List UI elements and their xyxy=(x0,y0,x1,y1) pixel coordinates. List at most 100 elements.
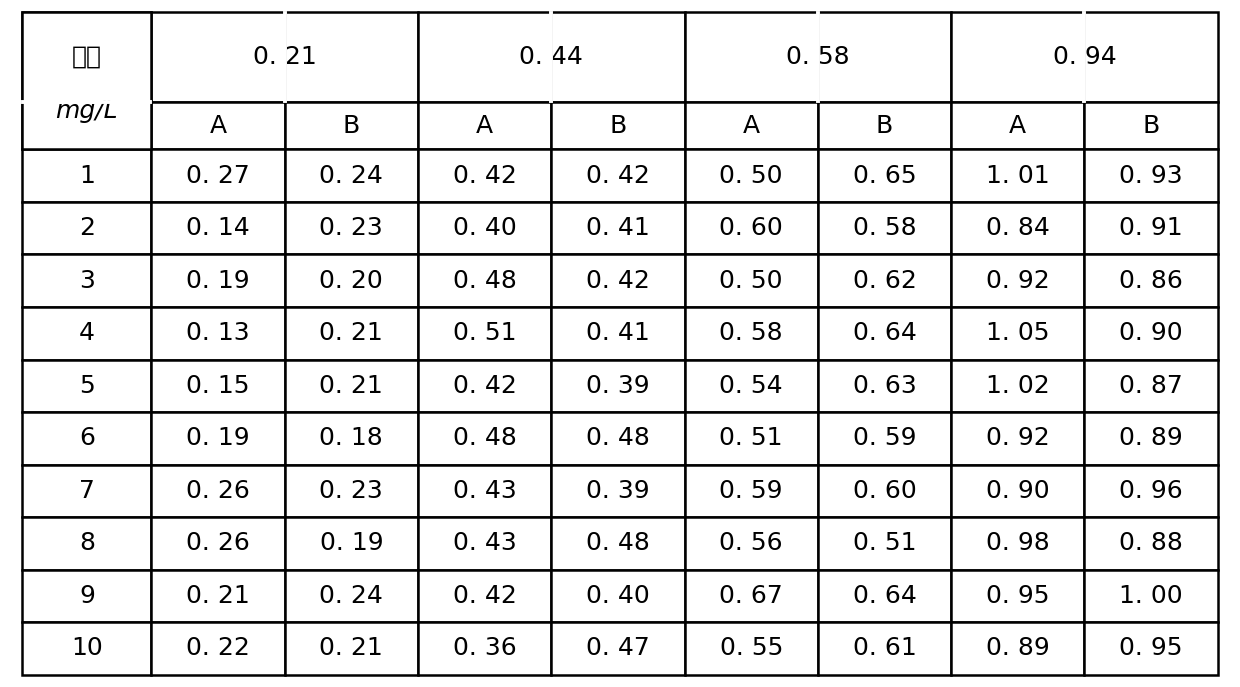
Bar xyxy=(418,412,552,464)
Bar xyxy=(951,254,1085,307)
Text: 0. 21: 0. 21 xyxy=(320,636,383,660)
Bar xyxy=(552,102,684,150)
Bar xyxy=(22,12,151,150)
Bar xyxy=(151,150,285,202)
Bar xyxy=(22,12,151,102)
Text: 0. 21: 0. 21 xyxy=(320,322,383,346)
Bar xyxy=(951,102,1085,150)
Bar xyxy=(1085,12,1218,102)
Bar xyxy=(418,202,552,254)
Bar xyxy=(818,307,951,359)
Text: 0. 39: 0. 39 xyxy=(587,479,650,503)
Bar xyxy=(418,102,552,150)
Bar xyxy=(151,12,285,102)
Text: 0. 56: 0. 56 xyxy=(719,531,782,555)
Text: 0. 41: 0. 41 xyxy=(587,216,650,240)
Bar xyxy=(285,517,418,570)
Text: 0. 60: 0. 60 xyxy=(719,216,784,240)
Text: 0. 51: 0. 51 xyxy=(453,322,516,346)
Text: 0. 86: 0. 86 xyxy=(1120,269,1183,293)
Bar xyxy=(285,464,418,517)
Bar xyxy=(951,307,1085,359)
Text: 0. 92: 0. 92 xyxy=(986,269,1049,293)
Text: 0. 13: 0. 13 xyxy=(186,322,250,346)
Text: 6: 6 xyxy=(79,427,95,450)
Text: mg/L: mg/L xyxy=(56,99,118,123)
Bar xyxy=(951,359,1085,412)
Bar xyxy=(151,202,285,254)
Text: 0. 26: 0. 26 xyxy=(186,531,250,555)
Bar xyxy=(285,622,418,675)
Text: 0. 40: 0. 40 xyxy=(453,216,517,240)
Text: 8: 8 xyxy=(79,531,95,555)
Bar xyxy=(418,150,552,202)
Bar xyxy=(285,254,418,307)
Bar xyxy=(22,202,151,254)
Bar xyxy=(22,570,151,622)
Bar xyxy=(418,307,552,359)
Text: 0. 48: 0. 48 xyxy=(587,531,650,555)
Bar xyxy=(552,150,684,202)
Bar xyxy=(684,517,818,570)
Bar xyxy=(818,254,951,307)
Bar xyxy=(951,412,1085,464)
Text: 0. 91: 0. 91 xyxy=(1120,216,1183,240)
Text: 0. 64: 0. 64 xyxy=(853,322,916,346)
Text: 0. 36: 0. 36 xyxy=(453,636,517,660)
Bar xyxy=(552,307,684,359)
Bar xyxy=(552,359,684,412)
Bar xyxy=(684,254,818,307)
Text: B: B xyxy=(342,113,360,137)
Text: B: B xyxy=(1142,113,1159,137)
Bar xyxy=(285,102,418,150)
Text: 0. 20: 0. 20 xyxy=(320,269,383,293)
Text: 0. 47: 0. 47 xyxy=(587,636,650,660)
Bar xyxy=(151,359,285,412)
Bar xyxy=(818,622,951,675)
Text: 0. 15: 0. 15 xyxy=(186,374,249,398)
Bar xyxy=(22,359,151,412)
Text: 0. 21: 0. 21 xyxy=(253,45,316,69)
Bar xyxy=(552,464,684,517)
Text: 0. 87: 0. 87 xyxy=(1120,374,1183,398)
Bar xyxy=(285,359,418,412)
Bar xyxy=(684,12,818,102)
Bar xyxy=(151,102,285,150)
Text: 5: 5 xyxy=(79,374,94,398)
Text: 4: 4 xyxy=(79,322,95,346)
Bar xyxy=(684,102,818,150)
Text: 0. 43: 0. 43 xyxy=(453,479,517,503)
Text: 0. 96: 0. 96 xyxy=(1120,479,1183,503)
Bar xyxy=(418,517,552,570)
Bar xyxy=(552,517,684,570)
Text: 0. 98: 0. 98 xyxy=(986,531,1049,555)
Text: 0. 93: 0. 93 xyxy=(1120,164,1183,188)
Bar xyxy=(22,622,151,675)
Bar xyxy=(951,570,1085,622)
Text: 0. 59: 0. 59 xyxy=(719,479,782,503)
Text: 0. 63: 0. 63 xyxy=(853,374,916,398)
Text: 0. 42: 0. 42 xyxy=(587,269,650,293)
Bar xyxy=(151,464,285,517)
Text: 0. 42: 0. 42 xyxy=(587,164,650,188)
Bar xyxy=(285,150,418,202)
Bar xyxy=(552,12,684,102)
Text: 0. 58: 0. 58 xyxy=(853,216,916,240)
Text: 7: 7 xyxy=(79,479,94,503)
Bar xyxy=(285,307,418,359)
Text: A: A xyxy=(210,113,227,137)
Text: 0. 26: 0. 26 xyxy=(186,479,250,503)
Text: 0. 95: 0. 95 xyxy=(986,584,1049,608)
Text: A: A xyxy=(1009,113,1027,137)
Text: 0. 27: 0. 27 xyxy=(186,164,250,188)
Bar xyxy=(552,254,684,307)
Bar xyxy=(818,12,951,102)
Text: 0. 64: 0. 64 xyxy=(853,584,916,608)
Text: 0. 24: 0. 24 xyxy=(320,164,383,188)
Bar xyxy=(1085,622,1218,675)
Text: 0. 41: 0. 41 xyxy=(587,322,650,346)
Text: 0. 51: 0. 51 xyxy=(719,427,782,450)
Bar xyxy=(818,359,951,412)
Bar xyxy=(285,12,418,102)
Bar xyxy=(418,464,552,517)
